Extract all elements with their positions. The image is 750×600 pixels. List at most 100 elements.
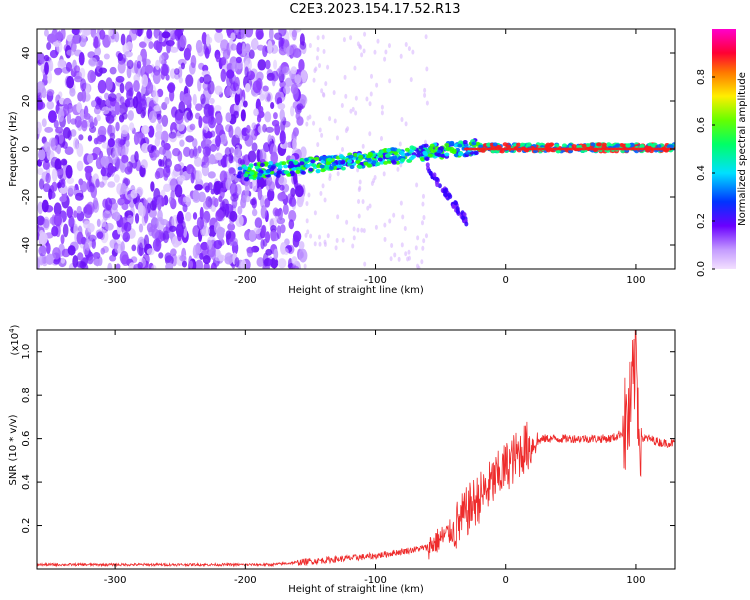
spectrogram-cell [296, 103, 304, 111]
spectrogram-cell [117, 60, 126, 74]
spectrogram-cell [328, 173, 332, 179]
spectrogram-cell [400, 158, 406, 163]
spectrogram-cell [141, 74, 149, 88]
spectrogram-cell [165, 262, 174, 269]
spectrogram-cell [305, 121, 309, 127]
spectrogram-cell [445, 146, 451, 151]
spectrogram-cell [390, 243, 394, 249]
spectrogram-cell [81, 88, 87, 103]
spectrogram-cell [355, 160, 361, 165]
spectrogram-cell [338, 154, 344, 159]
spectrogram-cell [146, 29, 153, 40]
spectrogram-cell [230, 82, 240, 92]
spectrogram-cell [234, 92, 241, 106]
spectrogram-cell [519, 142, 525, 147]
spectrogram-cell [252, 37, 258, 49]
spectrogram-cell [248, 230, 256, 242]
spectrogram-cell [98, 181, 105, 188]
spectrogram-cell [353, 152, 359, 157]
spectrogram-cell [213, 181, 221, 196]
spectrogram-cell [590, 142, 596, 147]
spectrogram-cell [243, 165, 249, 170]
spectrogram-cell [400, 242, 404, 248]
spectrogram-cell [404, 147, 410, 152]
spectrogram-cell [123, 221, 132, 232]
spectrogram-cell [56, 40, 63, 53]
spectrogram-cell [49, 191, 56, 199]
x-tick-label: -100 [364, 275, 387, 286]
spectrogram-cell [217, 158, 223, 167]
spectrogram-cell [259, 162, 265, 167]
spectrogram-cell [314, 156, 320, 161]
spectrogram-cell [335, 237, 339, 243]
spectrogram-cell [240, 109, 246, 122]
spectrogram-cell [357, 164, 363, 169]
spectrogram-cell [319, 191, 323, 197]
spectrogram-cell [403, 225, 407, 231]
spectrogram-cell [155, 59, 161, 71]
spectrogram-cell [246, 246, 255, 254]
spectrogram-cell [299, 161, 305, 166]
spectrogram-cell [397, 256, 401, 262]
spectrogram-cell [303, 157, 309, 162]
spectrogram-cell [43, 29, 49, 37]
spectrogram-cell [288, 209, 297, 222]
spectrogram-cell [211, 196, 216, 206]
spectrogram-cell [371, 160, 377, 165]
spectrogram-cell [249, 171, 255, 176]
spectrogram-cell [86, 255, 94, 265]
spectrogram-cell [244, 43, 251, 53]
spectrogram-cell [102, 210, 112, 221]
spectrogram-cell [121, 202, 129, 211]
spectrogram-cell [87, 222, 95, 233]
colorbar-ticks: 0.0 0.2 0.4 0.6 0.8 [696, 69, 715, 277]
spectrogram-cell [349, 108, 353, 114]
spectrogram-cell [121, 112, 128, 120]
spectrogram-cell [298, 248, 308, 263]
spectrogram-cell [254, 165, 260, 170]
spectrogram-cell [326, 64, 330, 70]
spectrogram-cell [461, 215, 466, 221]
spectrogram-cell [257, 172, 263, 177]
x-tick-label: 100 [626, 275, 645, 286]
spectrogram-cell [53, 202, 62, 216]
spectrogram-cell [279, 108, 285, 122]
spectrogram-cell [320, 132, 324, 138]
spectrogram-cell [357, 213, 361, 219]
spectrogram-cell [343, 74, 347, 80]
spectrogram-cell [388, 218, 392, 224]
spectrogram-cell [227, 222, 236, 231]
spectrogram-cell [73, 65, 81, 73]
spectrogram-cell [70, 118, 77, 125]
spectrogram-cell [326, 233, 330, 239]
spectrogram-cell [86, 153, 94, 164]
spectrogram-cell [409, 77, 413, 83]
spectrogram-cell [202, 129, 207, 142]
spectrogram-cell [277, 258, 287, 269]
spectrogram-cell [379, 135, 383, 141]
spectrogram-cell [424, 233, 428, 239]
spectrogram-cell [178, 101, 186, 114]
spectrogram-cell [201, 164, 210, 177]
spectrogram-cell [341, 237, 345, 243]
spectrogram-cell [202, 64, 209, 73]
spectrogram-cell [134, 213, 140, 224]
spectrogram-cell [318, 63, 322, 69]
spectrogram-cell [248, 175, 254, 180]
spectrogram-cell [581, 143, 587, 148]
spectrogram-cell [192, 212, 198, 220]
spectrogram-cell [117, 138, 124, 148]
spectrogram-cell [240, 29, 246, 40]
spectrogram-cell [311, 163, 317, 168]
spectrogram-cell [427, 168, 432, 174]
spectrogram-cell [615, 143, 621, 148]
spectrogram-cell [185, 164, 195, 175]
x-tick-label: 0 [503, 275, 509, 286]
spectrogram-cell [166, 41, 171, 54]
spectrogram-cell [214, 152, 223, 161]
spectrogram-cell [124, 50, 133, 58]
spectrogram-cell [416, 235, 420, 241]
spectrogram-cell [104, 92, 110, 100]
spectrogram-cell [245, 82, 251, 93]
spectrogram-cell [283, 170, 289, 175]
